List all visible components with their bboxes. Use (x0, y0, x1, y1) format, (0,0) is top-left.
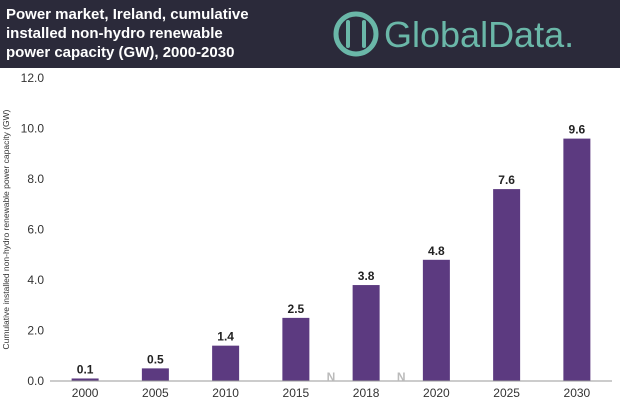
x-tick-label: 2030 (564, 386, 591, 400)
axis-break-marker: N (397, 370, 406, 384)
bar (141, 368, 169, 381)
x-tick-label: 2018 (353, 386, 380, 400)
globaldata-logo-icon (333, 11, 379, 57)
y-tick-label: 12.0 (21, 71, 45, 85)
chart-header: Power market, Ireland, cumulative instal… (0, 0, 620, 68)
globaldata-logo: GlobalData. (333, 11, 574, 57)
y-axis-title: Cumulative installed non-hydro renewable… (1, 109, 11, 349)
bar-chart: Cumulative installed non-hydro renewable… (1, 71, 612, 400)
x-tick-label: 2015 (283, 386, 310, 400)
bar-value-label: 1.4 (217, 330, 234, 344)
bar (282, 317, 310, 381)
bar-value-label: 3.8 (358, 269, 375, 283)
x-tick-label: 2010 (212, 386, 239, 400)
y-axis: 0.0 2.0 4.0 6.0 8.0 10.0 12.0 (21, 71, 45, 388)
bar (71, 378, 99, 381)
y-tick-label: 0.0 (27, 374, 44, 388)
x-tick-label: 2005 (142, 386, 169, 400)
bar (352, 285, 380, 381)
chart-title-line: installed non-hydro renewable (6, 25, 223, 42)
y-tick-label: 4.0 (27, 273, 44, 287)
bar-value-label: 0.1 (77, 362, 94, 376)
bar (422, 259, 450, 381)
y-axis-title-group: Cumulative installed non-hydro renewable… (1, 109, 11, 349)
bar (212, 345, 240, 381)
x-tick-label: 2020 (423, 386, 450, 400)
x-tick-label: 2025 (493, 386, 520, 400)
bar-value-label: 7.6 (498, 173, 515, 187)
bar-value-label: 9.6 (569, 123, 586, 137)
y-tick-label: 8.0 (27, 172, 44, 186)
bar (493, 189, 521, 381)
y-tick-label: 6.0 (27, 223, 44, 237)
chart-title-line: power capacity (GW), 2000-2030 (6, 44, 235, 61)
bar-value-label: 2.5 (288, 302, 305, 316)
bar-value-label: 0.5 (147, 352, 164, 366)
brand-name: GlobalData. (384, 14, 574, 55)
x-tick-label: 2000 (72, 386, 99, 400)
y-tick-label: 10.0 (21, 122, 45, 136)
y-tick-label: 2.0 (27, 324, 44, 338)
bar (563, 138, 591, 381)
chart-title: Power market, Ireland, cumulative instal… (6, 5, 306, 62)
bar-value-label: 4.8 (428, 244, 445, 258)
chart-title-line: Power market, Ireland, cumulative (6, 6, 249, 23)
axis-break-marker: N (327, 370, 336, 384)
bars: 0.1 0.5 1.4 2.5 3.8 4.8 7.6 9.6 (71, 123, 591, 381)
x-axis: 2000 2005 2010 2015 2018 2020 2025 2030 N N (50, 370, 612, 400)
